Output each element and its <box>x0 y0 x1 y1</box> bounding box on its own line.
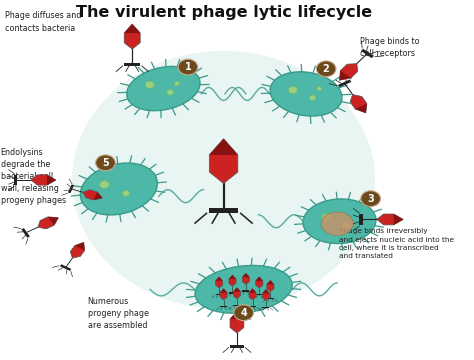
Ellipse shape <box>289 86 297 94</box>
Polygon shape <box>339 71 351 80</box>
Polygon shape <box>124 24 140 49</box>
Polygon shape <box>74 242 85 250</box>
Polygon shape <box>124 24 140 33</box>
Polygon shape <box>230 345 244 348</box>
Polygon shape <box>242 273 249 277</box>
Polygon shape <box>242 273 249 284</box>
Ellipse shape <box>127 66 200 111</box>
Polygon shape <box>210 208 238 213</box>
Polygon shape <box>230 311 244 333</box>
Polygon shape <box>220 289 227 300</box>
Polygon shape <box>38 217 58 229</box>
Polygon shape <box>350 94 367 113</box>
Text: Phage binds to
cell receptors: Phage binds to cell receptors <box>360 37 419 58</box>
Ellipse shape <box>167 90 173 95</box>
Ellipse shape <box>321 212 353 235</box>
Polygon shape <box>249 289 256 293</box>
Polygon shape <box>242 291 249 292</box>
Ellipse shape <box>80 163 157 215</box>
Polygon shape <box>339 64 358 80</box>
Polygon shape <box>70 242 85 258</box>
Ellipse shape <box>145 81 155 89</box>
Polygon shape <box>68 184 74 193</box>
Text: Phage diffuses and
contacts bacteria: Phage diffuses and contacts bacteria <box>5 12 82 33</box>
Polygon shape <box>229 275 236 279</box>
Text: 4: 4 <box>240 308 247 318</box>
Polygon shape <box>255 277 263 281</box>
Polygon shape <box>210 139 238 184</box>
Ellipse shape <box>303 199 376 243</box>
Text: 5: 5 <box>102 158 109 168</box>
Polygon shape <box>14 175 18 185</box>
Circle shape <box>316 61 336 77</box>
Text: 2: 2 <box>323 64 329 74</box>
Ellipse shape <box>174 81 180 86</box>
Polygon shape <box>359 214 363 225</box>
Text: Phage binds irreversibly
and ejects nucleic acid into the
cell, where it is tran: Phage binds irreversibly and ejects nucl… <box>339 228 455 259</box>
Polygon shape <box>255 294 263 296</box>
Text: Numerous
progeny phage
are assembled: Numerous progeny phage are assembled <box>88 297 149 330</box>
Polygon shape <box>263 307 270 308</box>
Polygon shape <box>216 277 223 281</box>
Polygon shape <box>267 298 274 299</box>
Ellipse shape <box>72 51 375 309</box>
Polygon shape <box>230 311 244 319</box>
Polygon shape <box>361 49 374 58</box>
Polygon shape <box>249 306 256 307</box>
Polygon shape <box>124 63 140 66</box>
Ellipse shape <box>195 265 292 313</box>
Polygon shape <box>229 275 236 286</box>
Text: 1: 1 <box>184 62 191 72</box>
Polygon shape <box>355 104 367 113</box>
Polygon shape <box>263 289 270 301</box>
Circle shape <box>178 59 198 75</box>
Text: 3: 3 <box>367 194 374 204</box>
Polygon shape <box>60 264 72 271</box>
Polygon shape <box>267 280 274 292</box>
Polygon shape <box>249 289 256 300</box>
Ellipse shape <box>122 190 130 196</box>
Ellipse shape <box>270 72 342 116</box>
Polygon shape <box>93 192 102 200</box>
Polygon shape <box>21 228 30 238</box>
Polygon shape <box>263 289 270 293</box>
Polygon shape <box>377 214 403 225</box>
Polygon shape <box>210 139 238 155</box>
Polygon shape <box>216 294 223 296</box>
Polygon shape <box>216 277 223 288</box>
Polygon shape <box>220 306 227 307</box>
Text: Endolysins
degrade the
bacterial cell
wall, releasing
progeny phages: Endolysins degrade the bacterial cell wa… <box>0 148 66 205</box>
Text: The virulent phage lytic lifecycle: The virulent phage lytic lifecycle <box>75 5 372 20</box>
Ellipse shape <box>343 222 349 228</box>
Polygon shape <box>233 288 240 299</box>
Polygon shape <box>233 288 240 292</box>
Ellipse shape <box>100 181 109 188</box>
Polygon shape <box>255 277 263 288</box>
Polygon shape <box>220 289 227 293</box>
Ellipse shape <box>322 214 331 221</box>
Polygon shape <box>47 175 56 185</box>
Ellipse shape <box>317 87 322 91</box>
Polygon shape <box>48 217 58 225</box>
Polygon shape <box>83 190 102 200</box>
Polygon shape <box>267 280 274 284</box>
Polygon shape <box>31 175 56 185</box>
Polygon shape <box>338 80 351 87</box>
Circle shape <box>234 305 254 320</box>
Polygon shape <box>229 292 236 294</box>
Polygon shape <box>394 214 403 225</box>
Polygon shape <box>233 305 240 306</box>
Circle shape <box>96 155 115 171</box>
Circle shape <box>361 191 381 207</box>
Ellipse shape <box>310 95 316 100</box>
